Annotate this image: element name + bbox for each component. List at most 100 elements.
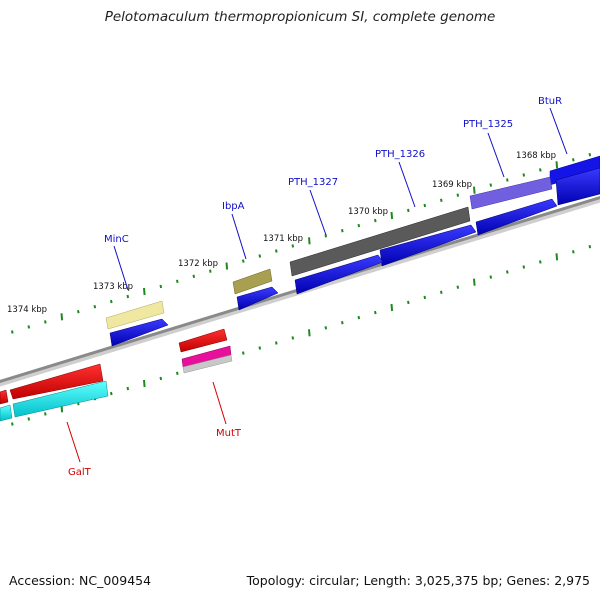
leader-galt [66, 421, 81, 463]
label-pth1326[interactable]: PTH_1326 [375, 149, 425, 160]
lower-row-tick [473, 278, 476, 286]
feature-pth1325-cog[interactable] [469, 176, 553, 210]
feature-minc-cog[interactable] [105, 300, 165, 330]
lower-row-tick [159, 376, 163, 381]
upper-row-tick [456, 193, 460, 197]
label-pth1327[interactable]: PTH_1327 [288, 177, 338, 188]
lower-row-tick [423, 295, 427, 300]
topology-text: Topology: circular; Length: 3,025,375 bp… [246, 573, 590, 588]
upper-row-tick [126, 294, 130, 299]
kbp-labels: 1368 kbp 1369 kbp 1370 kbp 1371 kbp 1372… [7, 151, 556, 315]
upper-row-tick [357, 223, 361, 228]
upper-row-tick [143, 287, 146, 296]
leader-minc [113, 245, 129, 291]
lower-row-tick [407, 300, 410, 305]
feature-ibpa-cog[interactable] [232, 268, 273, 295]
kbp-label-1373: 1373 kbp [93, 282, 133, 292]
upper-row-tick [291, 244, 295, 248]
upper-row-tick [77, 310, 80, 314]
cds-pth1327[interactable] [294, 254, 384, 295]
kbp-label-1372: 1372 kbp [178, 259, 218, 269]
upper-row-tick [93, 305, 97, 309]
feature-mutt-cog-shadow[interactable] [182, 354, 233, 374]
cog-features [105, 155, 600, 330]
cds-pth1325[interactable] [475, 198, 558, 236]
leader-pth1326 [398, 161, 416, 208]
upper-row-tick [588, 153, 592, 157]
cds-galt[interactable] [9, 363, 104, 400]
accession-text: Accession: NC_009454 [9, 573, 152, 588]
upper-row-tick [110, 299, 113, 304]
kbp-label-1369: 1369 kbp [432, 180, 472, 190]
lower-row-tick [110, 391, 113, 396]
lower-row-tick [176, 371, 179, 375]
lower-row-tick [11, 422, 14, 426]
lower-row-tick [126, 386, 130, 391]
figure-title: Pelotomaculum thermopropionicum SI, comp… [104, 9, 496, 25]
lower-row-tick [308, 329, 311, 337]
upper-row-tick [489, 183, 493, 187]
lower-row-tick [341, 321, 344, 325]
upper-row-tick [374, 218, 377, 223]
upper-row-tick [440, 198, 443, 202]
feature-galt-cog[interactable] [12, 380, 109, 418]
kbp-label-1368: 1368 kbp [516, 151, 556, 161]
upper-row-tick [258, 254, 262, 258]
upper-row-tick [473, 186, 476, 194]
lower-row-tick [275, 341, 278, 345]
upper-row-tick [159, 284, 163, 289]
upper-row-tick [522, 173, 526, 177]
upper-row-tick [341, 229, 344, 233]
leader-ibpa [231, 213, 247, 260]
lower-row-tick [489, 275, 493, 279]
upper-row-tick [275, 249, 278, 253]
upper-row-tick [390, 211, 394, 220]
lower-row-tick [44, 412, 47, 416]
label-galt[interactable]: GalT [68, 467, 92, 478]
lower-row-tick [522, 265, 526, 269]
lower-row-tick [555, 253, 559, 261]
label-pth1325[interactable]: PTH_1325 [463, 119, 513, 130]
lower-row-tick [291, 336, 295, 340]
lower-row-tick [374, 310, 377, 315]
kbp-label-1374: 1374 kbp [7, 305, 47, 315]
reverse-cds [0, 328, 228, 405]
feature-left-edge-cyan[interactable] [0, 404, 13, 422]
upper-row-tick [242, 259, 245, 263]
cds-minc[interactable] [109, 318, 169, 347]
cds-ibpa[interactable] [236, 286, 279, 311]
label-ibpa[interactable]: IbpA [222, 201, 245, 212]
cds-btur[interactable] [555, 167, 600, 206]
lower-row-tick [456, 285, 460, 289]
upper-row-tick [27, 325, 31, 329]
lower-row-tick [258, 346, 262, 350]
lower-row-tick [242, 351, 245, 355]
lower-row-tick [324, 326, 328, 330]
lower-row-tick [572, 250, 575, 254]
gene-labels: BtuR PTH_1325 PTH_1326 PTH_1327 IbpA Min… [66, 96, 568, 478]
cds-mutt[interactable] [178, 328, 228, 353]
upper-row-tick [44, 320, 47, 324]
forward-cds [109, 167, 600, 347]
reverse-cog-features [0, 345, 233, 422]
label-minc[interactable]: MinC [104, 234, 129, 245]
upper-row-tick [176, 279, 179, 283]
kbp-label-1371: 1371 kbp [263, 234, 303, 244]
upper-row-tick [407, 208, 410, 213]
kbp-label-1370: 1370 kbp [348, 207, 388, 217]
cds-left-edge-red[interactable] [0, 389, 9, 405]
lower-row-tick [588, 245, 592, 249]
label-mutt[interactable]: MutT [216, 428, 242, 439]
lower-row-tick [440, 290, 443, 294]
upper-row-tick [60, 313, 64, 321]
leader-mutt [212, 381, 227, 425]
upper-row-tick [555, 161, 559, 169]
upper-row-tick [192, 274, 196, 278]
upper-row-tick [572, 158, 575, 162]
leader-pth1327 [309, 189, 327, 236]
upper-row-tick [225, 262, 229, 270]
label-btur[interactable]: BtuR [538, 96, 562, 107]
feature-pth1326-pth1327-cog[interactable] [289, 206, 471, 277]
